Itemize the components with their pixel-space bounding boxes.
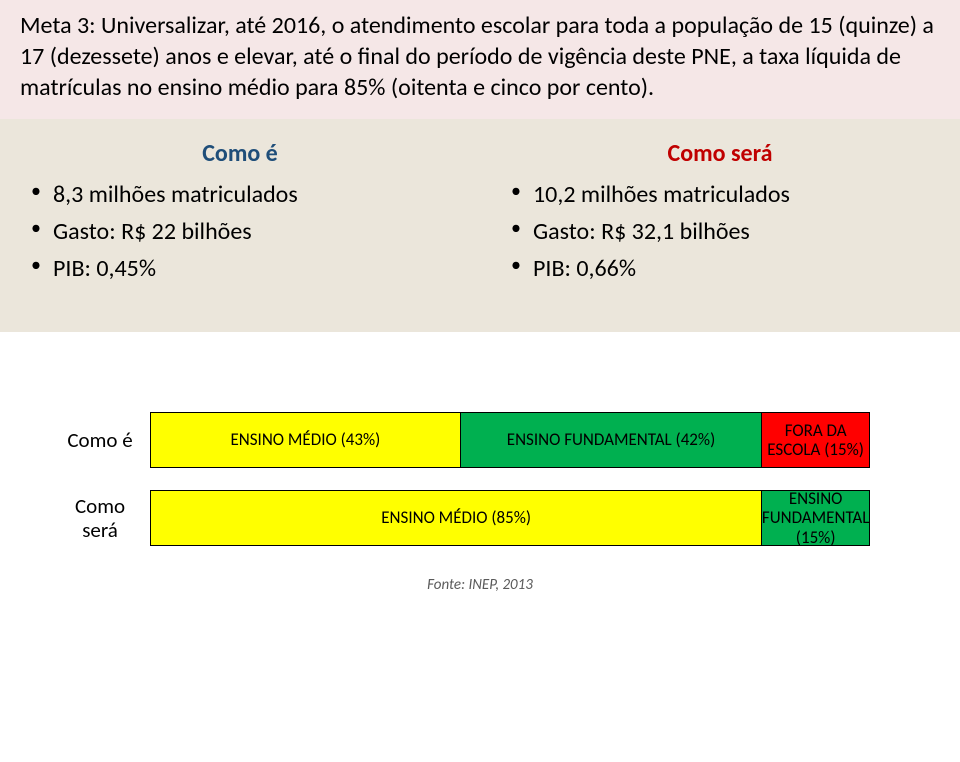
bar-segment: FORA DA ESCOLA (15%)	[761, 413, 869, 467]
header-paragraph: Meta 3: Universalizar, até 2016, o atend…	[0, 0, 960, 119]
bar-segment: ENSINO FUNDAMENTAL (42%)	[460, 413, 762, 467]
list-item: Gasto: R$ 22 bilhões	[25, 213, 455, 250]
bar-row: Como seráENSINO MÉDIO (85%)ENSINO FUNDAM…	[60, 490, 900, 546]
panel-como-sera: Como será 10,2 milhões matriculados Gast…	[480, 119, 960, 333]
panel-list-left: 8,3 milhões matriculados Gasto: R$ 22 bi…	[25, 176, 455, 288]
panel-title-right: Como será	[505, 139, 935, 168]
source-credit: Fonte: INEP, 2013	[0, 576, 960, 594]
list-item: 10,2 milhões matriculados	[505, 176, 935, 213]
bar-segment: ENSINO MÉDIO (85%)	[151, 491, 761, 545]
list-item: PIB: 0,45%	[25, 250, 455, 287]
panel-como-e: Como é 8,3 milhões matriculados Gasto: R…	[0, 119, 480, 333]
list-item: 8,3 milhões matriculados	[25, 176, 455, 213]
bar-segment: ENSINO FUNDAMENTAL (15%)	[761, 491, 869, 545]
bar-row: Como éENSINO MÉDIO (43%)ENSINO FUNDAMENT…	[60, 412, 900, 468]
list-item: Gasto: R$ 32,1 bilhões	[505, 213, 935, 250]
panel-title-left: Como é	[25, 139, 455, 168]
comparison-panels: Como é 8,3 milhões matriculados Gasto: R…	[0, 119, 960, 333]
stacked-bar-chart: Como éENSINO MÉDIO (43%)ENSINO FUNDAMENT…	[60, 412, 900, 546]
bar: ENSINO MÉDIO (85%)ENSINO FUNDAMENTAL (15…	[150, 490, 870, 546]
list-item: PIB: 0,66%	[505, 250, 935, 287]
bar: ENSINO MÉDIO (43%)ENSINO FUNDAMENTAL (42…	[150, 412, 870, 468]
bar-row-label: Como será	[60, 494, 150, 542]
bar-segment: ENSINO MÉDIO (43%)	[151, 413, 460, 467]
bar-row-label: Como é	[60, 428, 150, 452]
panel-list-right: 10,2 milhões matriculados Gasto: R$ 32,1…	[505, 176, 935, 288]
